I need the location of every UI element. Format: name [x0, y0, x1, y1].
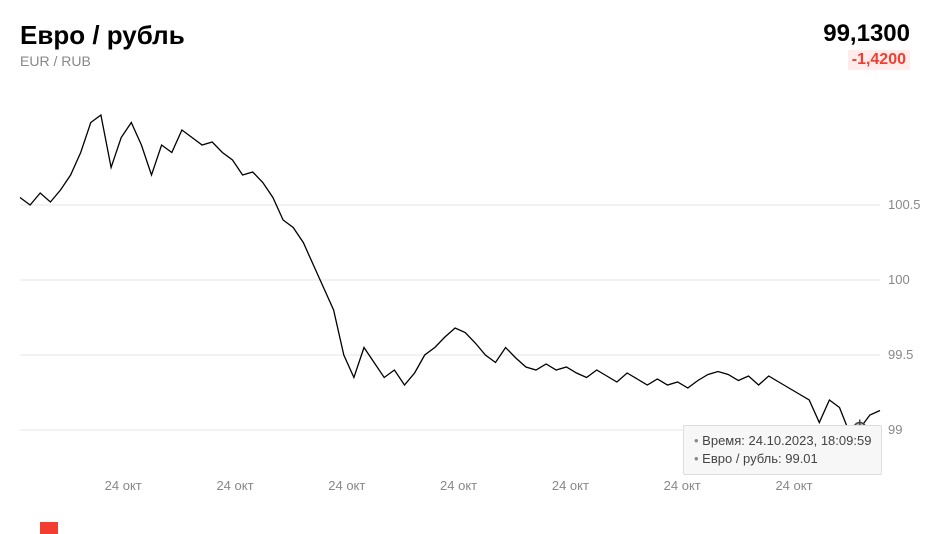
- chart-title: Евро / рубль: [20, 20, 185, 51]
- y-axis-label: 99: [888, 422, 902, 437]
- legend-box: [40, 522, 58, 534]
- tooltip-time-label: Время:: [702, 433, 745, 448]
- chart-tooltip: Время: 24.10.2023, 18:09:59 Евро / рубль…: [683, 425, 882, 475]
- x-axis-label: 24 окт: [552, 478, 589, 493]
- chart-area[interactable]: 99 99.5 100 100.5 24 окт 24 окт 24 окт 24 окт 24…: [0, 90, 930, 510]
- x-axis-label: 24 окт: [216, 478, 253, 493]
- x-axis-label: 24 окт: [440, 478, 477, 493]
- tooltip-time-row: Время: 24.10.2023, 18:09:59: [694, 432, 871, 450]
- tooltip-value-row: Евро / рубль: 99.01: [694, 450, 871, 468]
- x-axis-label: 24 окт: [664, 478, 701, 493]
- chart-header: Евро / рубль EUR / RUB 99,1300 -1,4200: [0, 0, 930, 70]
- tooltip-value-label: Евро / рубль:: [702, 451, 781, 466]
- y-axis-label: 99.5: [888, 347, 913, 362]
- x-axis-label: 24 окт: [105, 478, 142, 493]
- tooltip-value-value: 99.01: [785, 451, 818, 466]
- chart-subtitle: EUR / RUB: [20, 53, 185, 69]
- current-value: 99,1300: [823, 20, 910, 48]
- y-axis-label: 100.5: [888, 197, 921, 212]
- x-axis-label: 24 окт: [328, 478, 365, 493]
- y-axis-label: 100: [888, 272, 910, 287]
- price-line: [20, 115, 880, 433]
- x-axis-label: 24 окт: [775, 478, 812, 493]
- title-block: Евро / рубль EUR / RUB: [20, 20, 185, 69]
- delta-value: -1,4200: [848, 50, 910, 70]
- tooltip-time-value: 24.10.2023, 18:09:59: [749, 433, 872, 448]
- value-block: 99,1300 -1,4200: [823, 20, 910, 70]
